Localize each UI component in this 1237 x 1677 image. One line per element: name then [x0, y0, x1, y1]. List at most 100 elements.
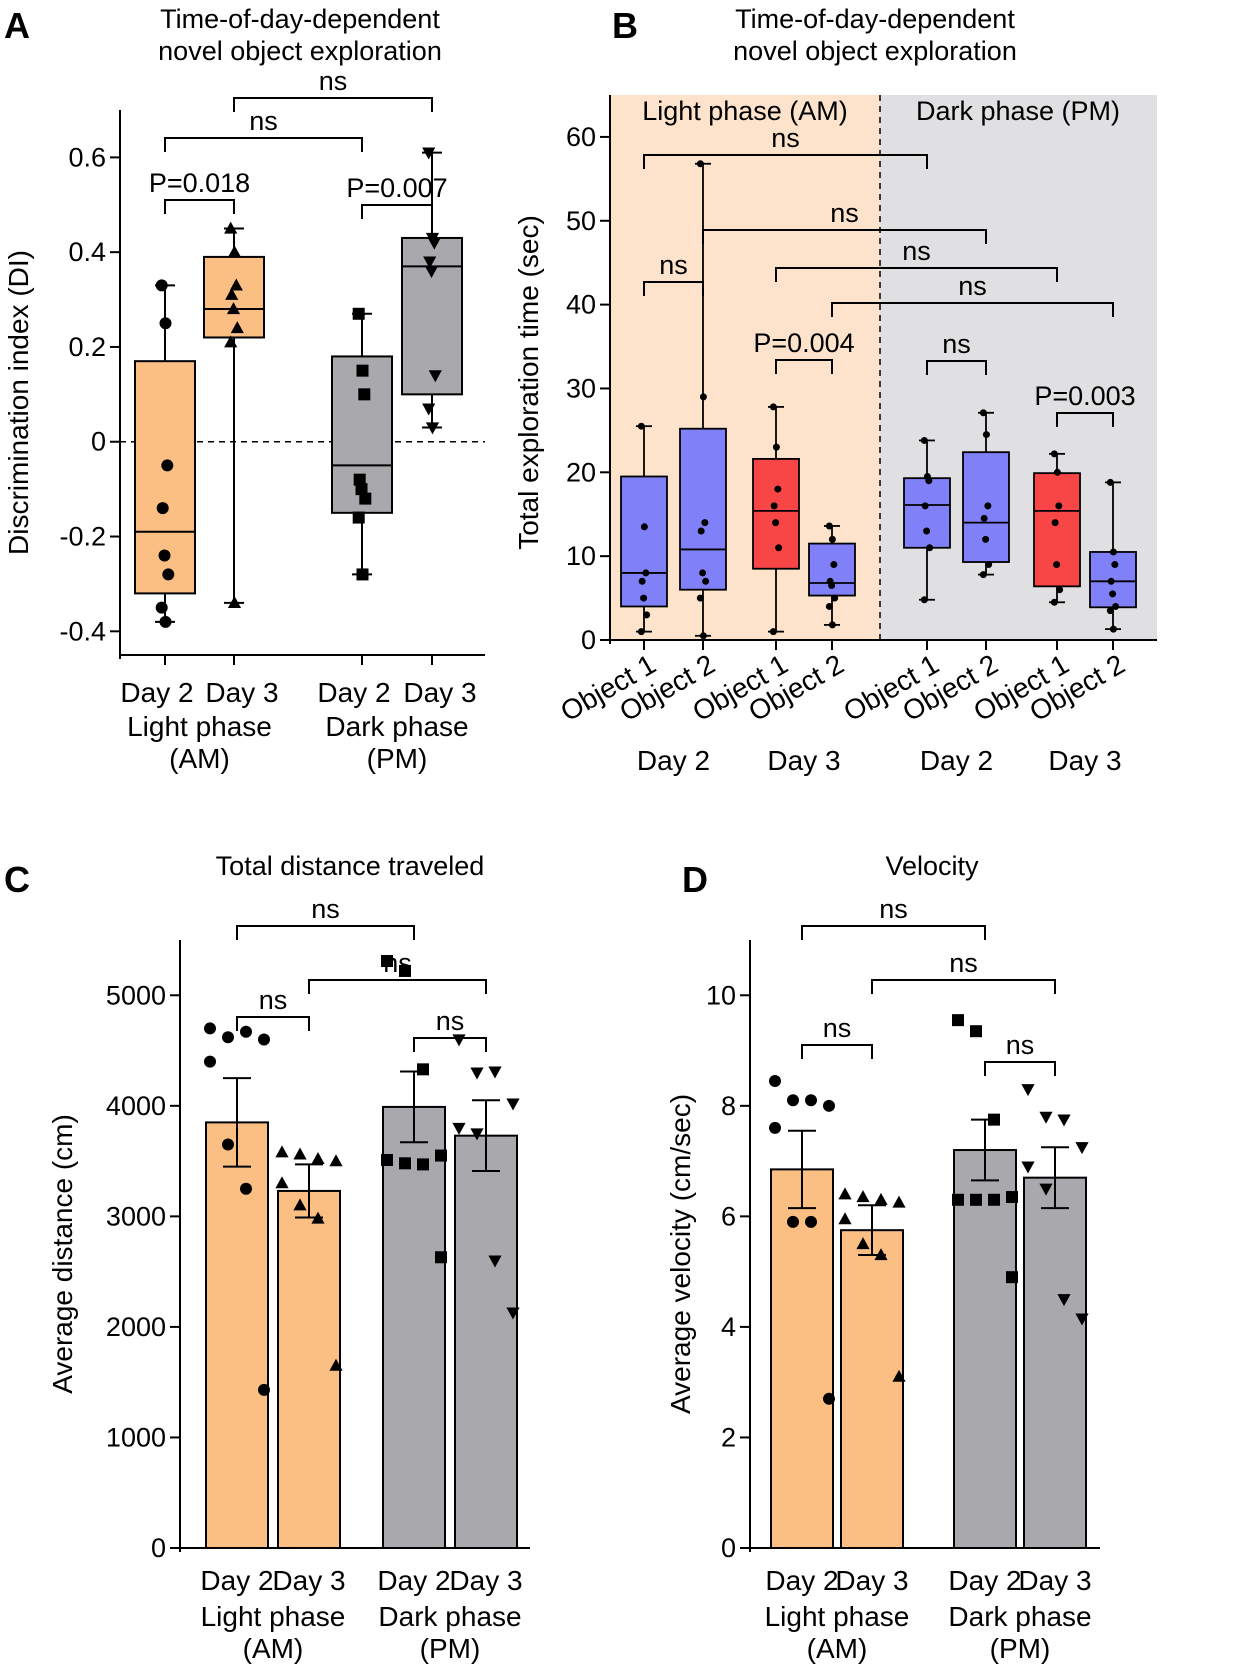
data-point — [204, 1022, 216, 1035]
significance-bracket — [775, 267, 1058, 282]
chart-title: novel object exploration — [733, 36, 1017, 66]
data-point — [701, 519, 709, 527]
significance-label: P=0.004 — [753, 328, 854, 358]
data-point — [359, 492, 372, 505]
data-point — [774, 485, 782, 493]
data-point — [161, 459, 174, 472]
y-axis-label: Average velocity (cm/sec) — [665, 1094, 696, 1414]
significance-label: ns — [830, 198, 859, 228]
data-point — [1109, 625, 1117, 633]
significance-label: P=0.003 — [1034, 381, 1135, 411]
significance-bracket — [801, 1044, 873, 1059]
group-label: Dark phase — [378, 1601, 521, 1632]
y-tick-label: 0.2 — [68, 332, 106, 362]
data-point — [769, 403, 777, 411]
data-point — [435, 1149, 447, 1162]
data-point — [356, 364, 369, 377]
data-point — [428, 370, 442, 383]
box — [1033, 472, 1081, 588]
data-point — [1039, 1183, 1053, 1196]
y-axis-label: Discrimination index (DI) — [3, 250, 34, 555]
significance-bracket — [308, 979, 487, 994]
data-point — [770, 502, 778, 510]
data-point — [227, 245, 242, 258]
data-point — [828, 582, 836, 589]
data-point — [696, 594, 704, 602]
data-point — [699, 393, 707, 401]
data-point — [1050, 450, 1058, 458]
x-tick-label: Day 3 — [272, 1565, 345, 1596]
data-point — [435, 1251, 447, 1264]
data-point — [229, 278, 243, 291]
y-axis-label: Average distance (cm) — [47, 1114, 78, 1394]
x-tick-label: Day 2 — [317, 677, 390, 708]
data-point — [825, 602, 833, 610]
data-point — [979, 571, 987, 579]
day-label: Day 2 — [920, 745, 993, 776]
data-point — [838, 1212, 852, 1225]
data-point — [697, 527, 705, 535]
data-point — [240, 1025, 252, 1038]
data-point — [1057, 1294, 1071, 1307]
data-point — [275, 1145, 289, 1158]
group-label: Dark phase — [948, 1601, 1091, 1632]
significance-label: ns — [319, 66, 348, 96]
data-point — [417, 1158, 429, 1171]
data-point — [424, 266, 439, 279]
group-label: (AM) — [807, 1633, 868, 1664]
data-point — [769, 1074, 781, 1087]
bar — [953, 1149, 1017, 1549]
significance-label: ns — [659, 250, 688, 280]
x-tick-label: Day 2 — [377, 1565, 450, 1596]
data-point — [1021, 1161, 1035, 1174]
significance-bracket — [413, 1037, 487, 1052]
y-tick-label: 8 — [721, 1091, 736, 1121]
data-point — [838, 1187, 852, 1200]
significance-bracket — [775, 359, 833, 374]
x-tick-label: Day 3 — [403, 677, 476, 708]
data-point — [1050, 598, 1058, 606]
data-point — [158, 549, 171, 562]
group-label: (PM) — [367, 743, 428, 774]
panel-c-total-distance: Total distance traveled 0 1000 2000 3000 4000… — [47, 851, 530, 1664]
data-point — [427, 237, 441, 250]
data-point — [470, 1128, 484, 1141]
y-tick-label: 60 — [566, 122, 596, 152]
data-point — [970, 1193, 982, 1206]
day-label: Day 3 — [1048, 745, 1121, 776]
x-tick-label: Day 2 — [765, 1565, 838, 1596]
data-point — [353, 473, 366, 486]
data-point — [892, 1195, 906, 1208]
data-point — [1053, 561, 1061, 569]
group-label: Light phase — [765, 1601, 910, 1632]
data-point — [1057, 1114, 1071, 1127]
data-point — [1021, 1084, 1035, 1097]
chart-title: Total distance traveled — [216, 851, 485, 881]
data-point — [1075, 1142, 1089, 1155]
data-point — [920, 436, 928, 444]
y-tick-label: 10 — [706, 980, 736, 1010]
data-point — [355, 483, 368, 496]
data-point — [423, 256, 437, 269]
data-point — [970, 1025, 982, 1038]
data-point — [984, 502, 992, 510]
data-point — [769, 628, 777, 636]
significance-label: ns — [958, 271, 987, 301]
data-point — [422, 147, 436, 160]
data-point — [980, 514, 988, 522]
data-point — [506, 1307, 520, 1320]
day-label: Day 2 — [637, 745, 710, 776]
y-tick-label: -0.4 — [59, 616, 106, 646]
data-point — [258, 1033, 270, 1046]
group-label: (AM) — [169, 743, 230, 774]
significance-label: ns — [311, 894, 340, 924]
bar — [382, 1105, 446, 1549]
data-point — [831, 594, 839, 602]
data-point — [399, 1157, 411, 1170]
data-point — [787, 1094, 799, 1107]
data-point — [988, 1193, 1000, 1206]
y-tick-label: 1000 — [106, 1422, 166, 1452]
data-point — [772, 519, 780, 527]
data-point — [399, 964, 411, 977]
